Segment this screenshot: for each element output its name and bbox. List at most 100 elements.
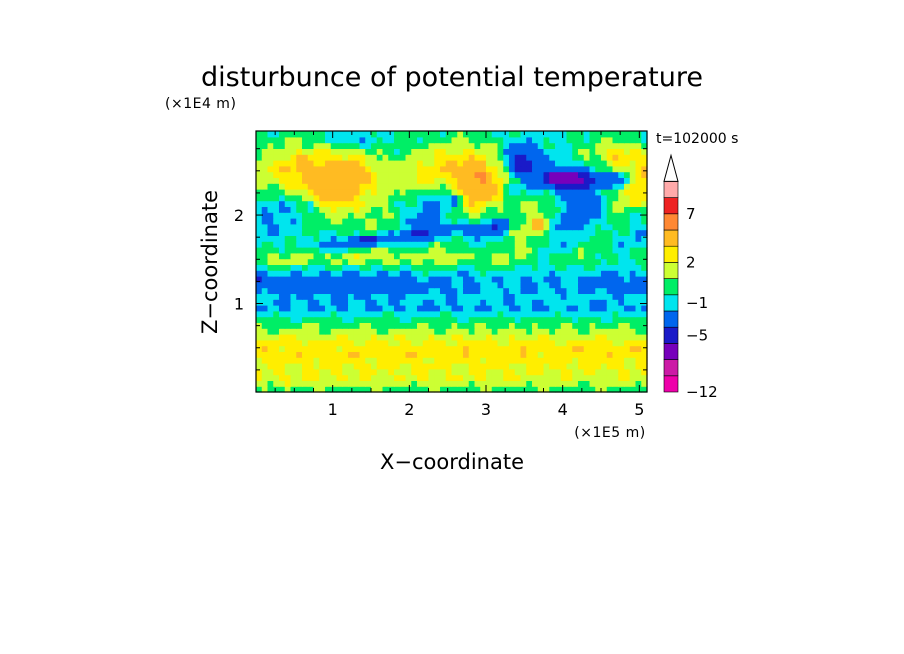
heatmap-cell — [578, 136, 585, 144]
heatmap-cell — [376, 160, 384, 167]
heatmap-cell — [279, 276, 286, 283]
heatmap-cell — [457, 160, 464, 167]
heatmap-cell — [290, 380, 297, 387]
heatmap-cell — [342, 310, 349, 318]
heatmap-cell — [503, 264, 510, 271]
heatmap-cell — [382, 252, 389, 260]
heatmap-cell — [468, 305, 476, 312]
heatmap-cell — [422, 160, 430, 167]
heatmap-cell — [284, 299, 292, 306]
heatmap-cell — [601, 235, 608, 242]
heatmap-cell — [474, 334, 481, 341]
heatmap-cell — [480, 305, 487, 312]
heatmap-cell — [549, 171, 556, 178]
heatmap-cell — [371, 351, 378, 358]
heatmap-cell — [417, 328, 424, 335]
heatmap-cell — [612, 334, 619, 341]
heatmap-cell — [353, 322, 361, 329]
heatmap-cell — [486, 218, 493, 225]
heatmap-cell — [497, 328, 504, 335]
heatmap-cell — [503, 368, 510, 376]
heatmap-cell — [307, 189, 315, 196]
heatmap-cell — [641, 206, 648, 213]
heatmap-cell — [451, 351, 458, 358]
heatmap-cell — [537, 380, 545, 387]
heatmap-cell — [560, 264, 568, 271]
heatmap-cell — [376, 218, 384, 225]
heatmap-cell — [319, 363, 326, 370]
heatmap-cell — [267, 136, 274, 144]
heatmap-cell — [405, 131, 412, 138]
heatmap-cell — [325, 374, 332, 381]
heatmap-cell — [555, 235, 562, 242]
heatmap-cell — [313, 247, 320, 254]
heatmap-cell — [290, 212, 297, 219]
heatmap-cell — [365, 229, 372, 236]
heatmap-cell — [503, 357, 510, 364]
heatmap-cell — [284, 293, 292, 300]
heatmap-cell — [595, 165, 602, 173]
heatmap-cell — [451, 305, 458, 312]
heatmap-cell — [388, 189, 395, 196]
heatmap-cell — [399, 270, 407, 277]
heatmap-cell — [290, 345, 297, 352]
heatmap-cell — [279, 148, 286, 155]
heatmap-cell — [503, 206, 510, 213]
heatmap-cell — [641, 270, 648, 277]
heatmap-cell — [624, 345, 631, 352]
heatmap-cell — [434, 281, 441, 289]
heatmap-cell — [463, 247, 470, 254]
heatmap-cell — [572, 223, 579, 231]
heatmap-cell — [468, 200, 476, 207]
heatmap-cell — [273, 380, 280, 387]
heatmap-cell — [606, 310, 614, 318]
heatmap-cell — [284, 241, 292, 248]
heatmap-cell — [641, 229, 648, 236]
heatmap-cell — [342, 293, 349, 300]
heatmap-cell — [624, 316, 631, 323]
heatmap-cell — [307, 293, 315, 300]
heatmap-cell — [353, 252, 361, 260]
heatmap-cell — [325, 264, 332, 271]
heatmap-cell — [336, 142, 343, 149]
heatmap-cell — [618, 270, 625, 277]
heatmap-cell — [480, 368, 487, 376]
heatmap-cell — [537, 247, 545, 254]
heatmap-cell — [486, 223, 493, 231]
heatmap-cell — [555, 270, 562, 277]
heatmap-cell — [503, 194, 510, 202]
heatmap-cell — [284, 154, 292, 161]
heatmap-cell — [261, 328, 269, 335]
heatmap-cell — [353, 368, 361, 376]
heatmap-cell — [376, 368, 384, 376]
heatmap-cell — [537, 229, 545, 236]
heatmap-cell — [411, 345, 418, 352]
heatmap-cell — [520, 148, 527, 155]
heatmap-cell — [428, 310, 435, 318]
heatmap-cell — [399, 363, 407, 370]
heatmap-cell — [399, 160, 407, 167]
heatmap-cell — [394, 136, 401, 144]
heatmap-cell — [342, 142, 349, 149]
heatmap-cell — [279, 241, 286, 248]
heatmap-cell — [359, 322, 366, 329]
heatmap-cell — [583, 206, 591, 213]
heatmap-cell — [520, 316, 527, 323]
heatmap-cell — [463, 293, 470, 300]
heatmap-cell — [457, 270, 464, 277]
heatmap-cell — [606, 322, 614, 329]
heatmap-cell — [560, 310, 568, 318]
heatmap-cell — [267, 165, 274, 173]
heatmap-cell — [376, 305, 384, 312]
heatmap-cell — [578, 206, 585, 213]
heatmap-cell — [555, 287, 562, 294]
heatmap-cell — [382, 160, 389, 167]
heatmap-cell — [497, 160, 504, 167]
heatmap-cell — [635, 165, 642, 173]
heatmap-cell — [601, 287, 608, 294]
heatmap-cell — [635, 374, 642, 381]
heatmap-cell — [595, 293, 602, 300]
heatmap-cell — [422, 223, 430, 231]
colorbar: 72−1−5−12 — [663, 153, 718, 401]
heatmap-cell — [457, 339, 464, 347]
